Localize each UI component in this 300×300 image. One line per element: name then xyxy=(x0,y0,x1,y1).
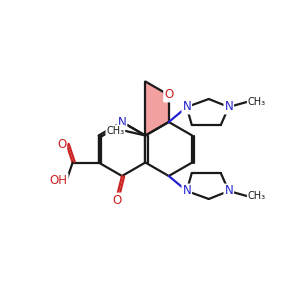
Text: O: O xyxy=(112,194,122,206)
Text: N: N xyxy=(224,100,233,113)
Polygon shape xyxy=(122,82,169,136)
Text: N: N xyxy=(182,100,191,113)
Text: N: N xyxy=(182,184,191,197)
Text: N: N xyxy=(224,184,233,197)
Text: CH₃: CH₃ xyxy=(248,97,266,107)
Text: OH: OH xyxy=(50,174,68,187)
Text: N: N xyxy=(118,116,126,128)
Text: CH₃: CH₃ xyxy=(248,191,266,201)
Text: O: O xyxy=(57,138,66,151)
Text: CH₃: CH₃ xyxy=(106,125,124,136)
Text: O: O xyxy=(164,88,173,101)
